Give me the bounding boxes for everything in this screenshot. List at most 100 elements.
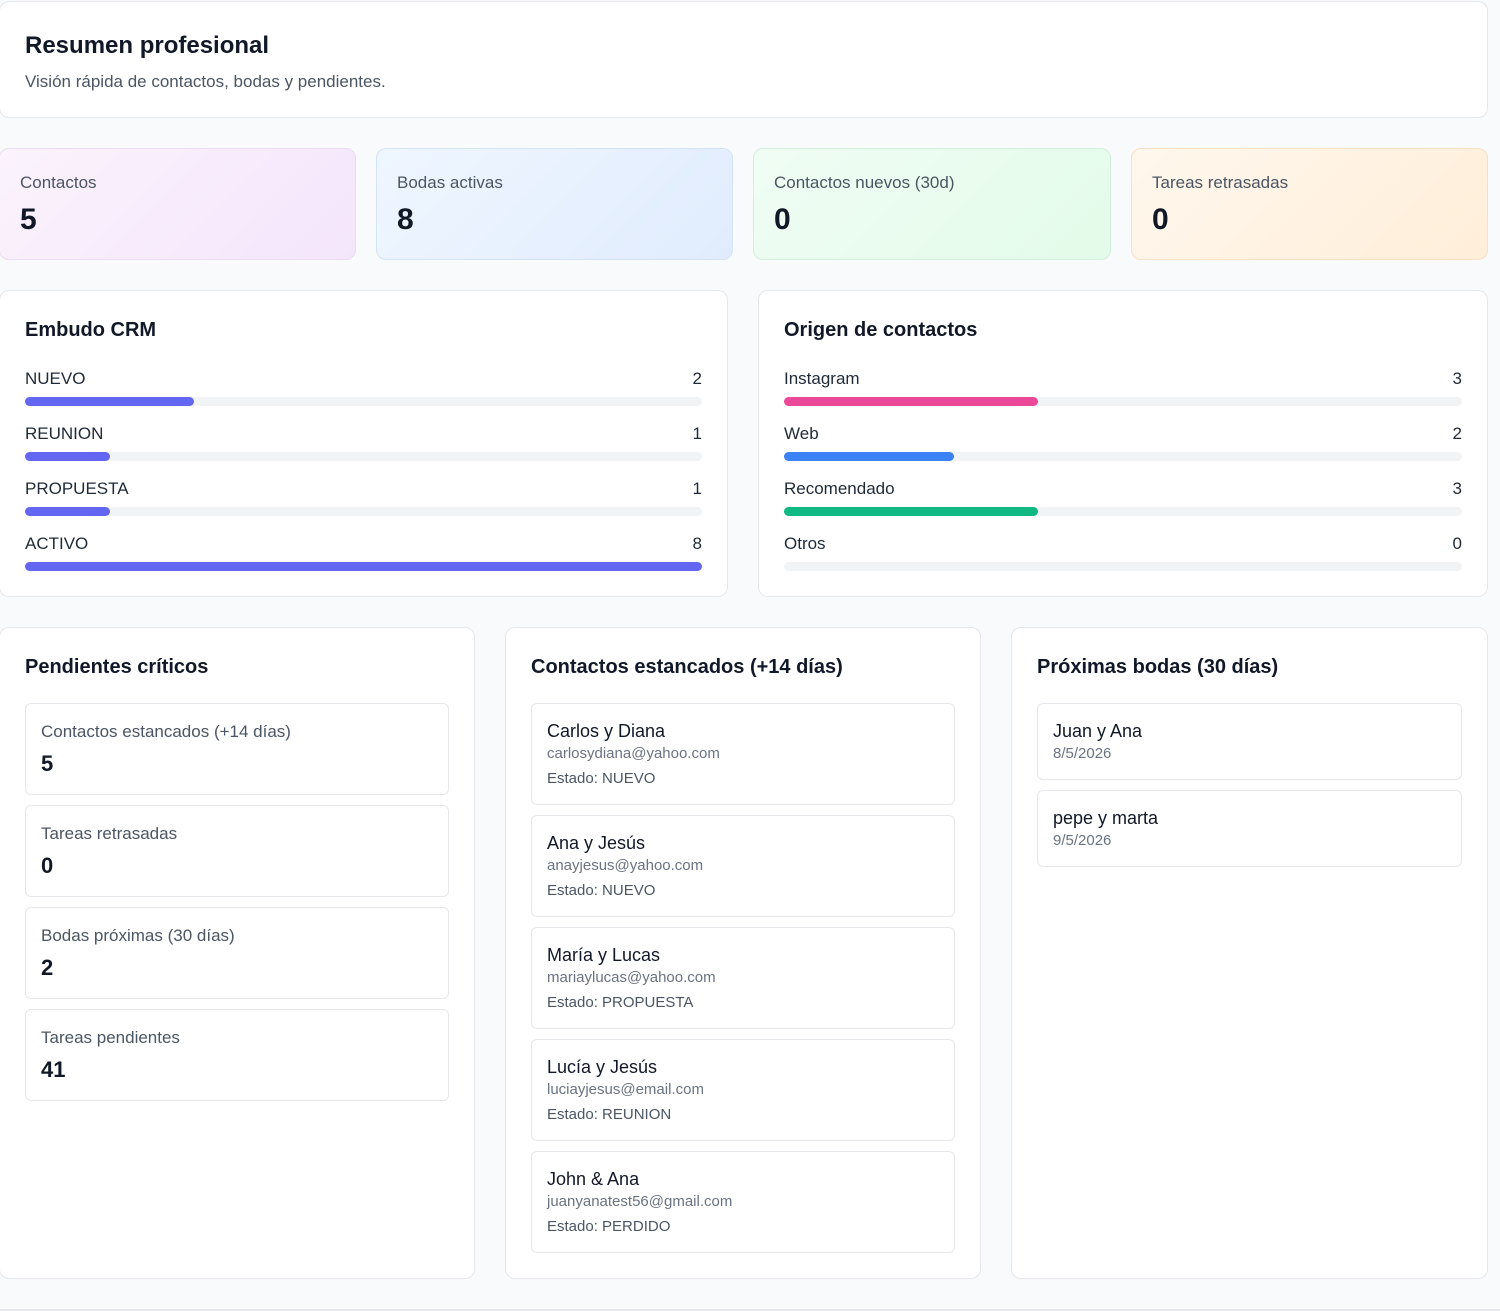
bar-fill	[784, 507, 1039, 516]
pending-card[interactable]: Bodas próximas (30 días) 2	[25, 907, 449, 999]
origin-row: Recomendado 3	[784, 479, 1462, 534]
panel-title: Pendientes críticos	[25, 656, 209, 678]
bar-label: Recomendado	[784, 479, 895, 498]
contact-email: luciayjesus@email.com	[547, 1081, 704, 1098]
stat-label: Bodas activas	[397, 173, 503, 192]
origin-row: Otros 0	[784, 534, 1462, 589]
pending-value: 5	[41, 751, 54, 776]
funnel-row: PROPUESTA 1	[25, 479, 702, 534]
bar-label: NUEVO	[25, 369, 86, 388]
pending-value: 41	[41, 1057, 66, 1082]
panel-title: Embudo CRM	[25, 319, 157, 341]
stalled-contact-card[interactable]: María y Lucas mariaylucas@yahoo.com Estado…	[531, 927, 955, 1029]
funnel-row: NUEVO 2	[25, 369, 702, 424]
bar-track	[25, 397, 702, 406]
contact-name: Ana y Jesús	[547, 833, 646, 853]
bar-label: ACTIVO	[25, 534, 89, 553]
bar-track	[784, 452, 1462, 461]
pending-value: 2	[41, 955, 54, 980]
wedding-date: 8/5/2026	[1053, 745, 1112, 762]
page-subtitle: Visión rápida de contactos, bodas y pend…	[25, 72, 386, 91]
stat-value: 0	[774, 203, 791, 236]
bar-label: REUNION	[25, 424, 104, 443]
origin-row: Web 2	[784, 424, 1462, 479]
bar-count: 3	[1452, 369, 1462, 388]
stalled-contacts-panel: Contactos estancados (+14 días) Carlos y…	[505, 627, 981, 1279]
stat-card-contacts: Contactos 5	[0, 148, 356, 260]
pending-label: Bodas próximas (30 días)	[41, 926, 235, 945]
contact-name: Lucía y Jesús	[547, 1057, 658, 1077]
stalled-contact-card[interactable]: Lucía y Jesús luciayjesus@email.com Estado…	[531, 1039, 955, 1141]
crm-funnel-panel: Embudo CRM NUEVO 2 REUNION 1 PROPUESTA 1 ACTIV…	[0, 290, 728, 597]
pending-label: Tareas retrasadas	[41, 824, 178, 843]
bar-label: Otros	[784, 534, 826, 553]
pending-list: Contactos estancados (+14 días) 5 Tareas r…	[25, 703, 449, 1111]
panel-title: Próximas bodas (30 días)	[1037, 656, 1279, 678]
contact-status: Estado: REUNION	[547, 1106, 672, 1123]
wedding-card[interactable]: Juan y Ana 8/5/2026	[1037, 703, 1462, 780]
bar-track	[784, 507, 1462, 516]
wedding-couple: pepe y marta	[1053, 808, 1159, 828]
bar-track	[784, 397, 1462, 406]
contact-name: María y Lucas	[547, 945, 661, 965]
contact-status: Estado: NUEVO	[547, 882, 656, 899]
contact-status: Estado: PERDIDO	[547, 1218, 671, 1235]
panel-title: Origen de contactos	[784, 319, 978, 341]
bar-fill	[25, 452, 110, 461]
stat-value: 5	[20, 203, 37, 236]
funnel-row: ACTIVO 8	[25, 534, 702, 589]
stat-card-new-contacts: Contactos nuevos (30d) 0	[753, 148, 1111, 260]
upcoming-weddings-panel: Próximas bodas (30 días) Juan y Ana 8/5/2…	[1011, 627, 1488, 1279]
panel-title: Contactos estancados (+14 días)	[531, 656, 843, 678]
contact-status: Estado: NUEVO	[547, 770, 656, 787]
origin-bar-list: Instagram 3 Web 2 Recomendado 3 Otros 0	[784, 369, 1462, 589]
bar-label: PROPUESTA	[25, 479, 129, 498]
wedding-card[interactable]: pepe y marta 9/5/2026	[1037, 790, 1462, 867]
bar-fill	[25, 397, 195, 406]
bar-fill	[25, 507, 110, 516]
contact-name: John & Ana	[547, 1169, 640, 1189]
contact-status: Estado: PROPUESTA	[547, 994, 694, 1011]
bar-track	[25, 452, 702, 461]
stat-card-overdue-tasks: Tareas retrasadas 0	[1131, 148, 1488, 260]
pending-label: Contactos estancados (+14 días)	[41, 722, 291, 741]
upcoming-weddings-list: Juan y Ana 8/5/2026 pepe y marta 9/5/2026	[1037, 703, 1462, 877]
stat-label: Contactos nuevos (30d)	[774, 173, 955, 192]
stalled-contact-card[interactable]: John & Ana juanyanatest56@gmail.com Estado…	[531, 1151, 955, 1253]
bar-track	[25, 507, 702, 516]
bar-count: 1	[692, 479, 702, 498]
pending-value: 0	[41, 853, 54, 878]
contact-name: Carlos y Diana	[547, 721, 666, 741]
stalled-contact-card[interactable]: Ana y Jesús anayjesus@yahoo.com Estado: NU…	[531, 815, 955, 917]
pending-card[interactable]: Tareas pendientes 41	[25, 1009, 449, 1101]
contact-email: juanyanatest56@gmail.com	[547, 1193, 733, 1210]
bar-track	[25, 562, 702, 571]
bar-fill	[784, 397, 1039, 406]
bar-track	[784, 562, 1462, 571]
pending-card[interactable]: Tareas retrasadas 0	[25, 805, 449, 897]
pending-label: Tareas pendientes	[41, 1028, 180, 1047]
wedding-couple: Juan y Ana	[1053, 721, 1143, 741]
bar-fill	[784, 452, 954, 461]
bar-count: 2	[692, 369, 702, 388]
pending-card[interactable]: Contactos estancados (+14 días) 5	[25, 703, 449, 795]
contact-email: carlosydiana@yahoo.com	[547, 745, 720, 762]
summary-header: Resumen profesional Visión rápida de con…	[0, 1, 1488, 118]
funnel-row: REUNION 1	[25, 424, 702, 479]
bar-count: 1	[692, 424, 702, 443]
stalled-contact-card[interactable]: Carlos y Diana carlosydiana@yahoo.com Esta…	[531, 703, 955, 805]
critical-pending-panel: Pendientes críticos Contactos estancados…	[0, 627, 475, 1279]
bottom-divider	[0, 1309, 1500, 1311]
stat-card-active-weddings: Bodas activas 8	[376, 148, 733, 260]
bar-count: 8	[692, 534, 702, 553]
bar-fill	[25, 562, 702, 571]
bar-count: 2	[1452, 424, 1462, 443]
contact-email: mariaylucas@yahoo.com	[547, 969, 716, 986]
wedding-date: 9/5/2026	[1053, 832, 1112, 849]
bar-label: Web	[784, 424, 819, 443]
page-title: Resumen profesional	[25, 32, 270, 59]
funnel-bar-list: NUEVO 2 REUNION 1 PROPUESTA 1 ACTIVO 8	[25, 369, 702, 589]
stat-value: 0	[1152, 203, 1169, 236]
stat-value: 8	[397, 203, 414, 236]
bar-count: 3	[1452, 479, 1462, 498]
